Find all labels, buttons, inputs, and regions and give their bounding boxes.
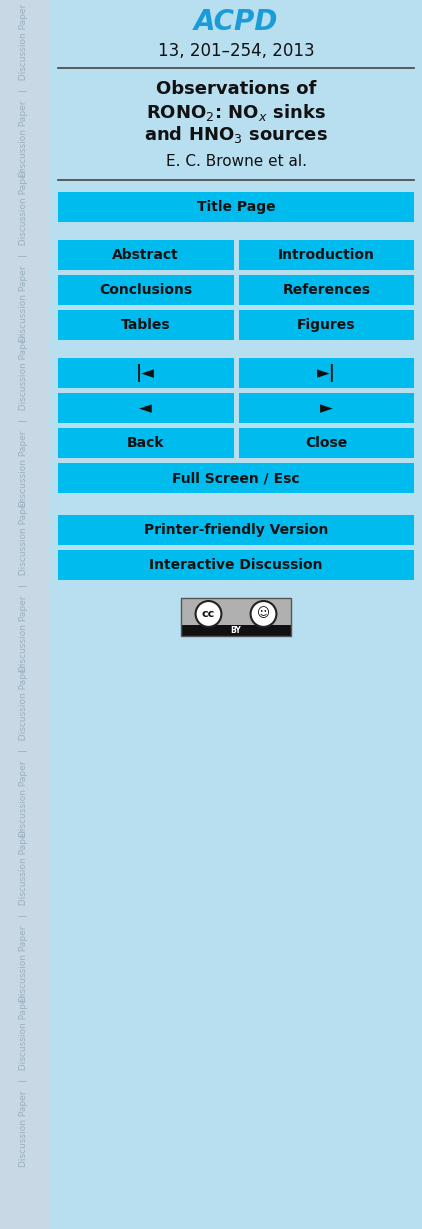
Bar xyxy=(58,192,414,222)
Bar xyxy=(238,428,414,458)
Bar xyxy=(58,428,233,458)
Bar xyxy=(58,393,233,423)
Bar xyxy=(238,275,414,305)
Text: ◄: ◄ xyxy=(139,399,152,417)
Circle shape xyxy=(195,601,222,627)
Circle shape xyxy=(251,601,276,627)
Bar xyxy=(58,551,414,580)
Bar xyxy=(58,310,233,340)
Text: Title Page: Title Page xyxy=(197,200,275,214)
Text: Discussion Paper   |   Discussion Paper: Discussion Paper | Discussion Paper xyxy=(19,664,29,837)
Text: Discussion Paper   |   Discussion Paper: Discussion Paper | Discussion Paper xyxy=(19,993,29,1166)
Text: Figures: Figures xyxy=(297,318,355,332)
Text: Conclusions: Conclusions xyxy=(99,283,192,297)
Text: ►: ► xyxy=(320,399,333,417)
Bar xyxy=(238,240,414,270)
Bar xyxy=(58,240,233,270)
Bar xyxy=(181,599,291,635)
Bar xyxy=(58,358,233,388)
Text: Discussion Paper   |   Discussion Paper: Discussion Paper | Discussion Paper xyxy=(19,168,29,342)
Bar xyxy=(0,0,50,1229)
Text: cc: cc xyxy=(202,608,215,619)
Text: 13, 201–254, 2013: 13, 201–254, 2013 xyxy=(158,42,314,60)
Bar xyxy=(238,310,414,340)
Text: Discussion Paper   |   Discussion Paper: Discussion Paper | Discussion Paper xyxy=(19,499,29,671)
Text: ☺: ☺ xyxy=(257,607,270,621)
Text: Introduction: Introduction xyxy=(278,248,375,262)
Text: Discussion Paper   |   Discussion Paper: Discussion Paper | Discussion Paper xyxy=(19,4,29,177)
Text: ACPD: ACPD xyxy=(194,9,278,36)
Text: Back: Back xyxy=(127,436,165,450)
Bar xyxy=(238,393,414,423)
Text: Close: Close xyxy=(305,436,347,450)
Text: Interactive Discussion: Interactive Discussion xyxy=(149,558,323,571)
Text: |◄: |◄ xyxy=(136,364,155,382)
Bar xyxy=(181,626,291,635)
Text: Discussion Paper   |   Discussion Paper: Discussion Paper | Discussion Paper xyxy=(19,828,29,1002)
Text: and HNO$_3$ sources: and HNO$_3$ sources xyxy=(144,124,328,145)
Text: Full Screen / Esc: Full Screen / Esc xyxy=(172,471,300,485)
Text: E. C. Browne et al.: E. C. Browne et al. xyxy=(165,154,306,170)
Text: Printer-friendly Version: Printer-friendly Version xyxy=(144,524,328,537)
Text: Tables: Tables xyxy=(121,318,170,332)
Text: BY: BY xyxy=(231,627,241,635)
Bar xyxy=(58,463,414,493)
Bar xyxy=(238,358,414,388)
Text: Abstract: Abstract xyxy=(112,248,179,262)
Text: References: References xyxy=(282,283,370,297)
Text: Observations of: Observations of xyxy=(156,80,316,98)
Bar xyxy=(58,515,414,544)
Text: RONO$_2$: NO$_x$ sinks: RONO$_2$: NO$_x$ sinks xyxy=(146,102,326,123)
Bar xyxy=(58,275,233,305)
Bar xyxy=(181,599,291,626)
Text: ►|: ►| xyxy=(317,364,335,382)
Text: Discussion Paper   |   Discussion Paper: Discussion Paper | Discussion Paper xyxy=(19,333,29,506)
